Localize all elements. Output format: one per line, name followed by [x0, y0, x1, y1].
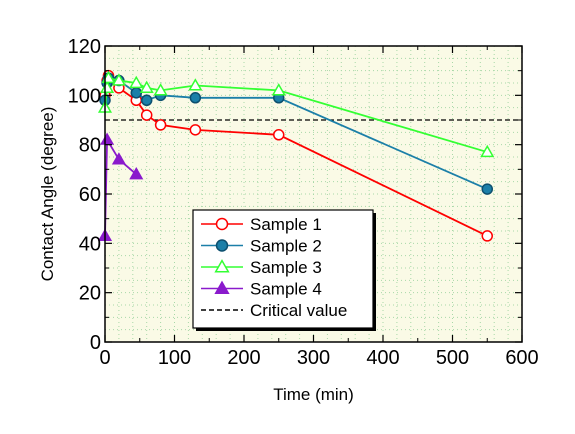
data-point: [139, 80, 154, 93]
legend: Sample 1 Sample 2 Sample 3 Sample 4 Critical…: [192, 209, 376, 331]
data-point: [111, 73, 126, 86]
x-tick-label: 600: [505, 347, 538, 369]
x-tick-label: 500: [436, 347, 469, 369]
legend-marker: [215, 239, 229, 252]
data-point: [153, 83, 168, 96]
legend-label: Sample 2: [250, 237, 322, 256]
y-tick-label: 120: [68, 36, 101, 58]
x-tick-label: 0: [99, 347, 110, 369]
series-layer: [97, 69, 495, 242]
y-axis-label: Contact Angle (degree): [38, 107, 57, 282]
x-tick-label: 400: [366, 347, 399, 369]
legend-label: Sample 4: [250, 280, 322, 299]
data-point: [189, 92, 202, 104]
data-point: [154, 119, 167, 131]
legend-marker: [214, 259, 230, 273]
data-point: [481, 183, 493, 195]
series-4: [97, 132, 144, 241]
x-axis-label: Time (min): [273, 385, 354, 404]
data-point: [100, 80, 115, 93]
data-point: [140, 109, 153, 121]
x-tick-label: 100: [158, 347, 191, 369]
data-point: [480, 144, 495, 158]
x-tick-label: 300: [297, 347, 330, 369]
legend-marker: [215, 217, 229, 231]
legend-marker: [214, 280, 230, 294]
legend-label: Sample 3: [250, 258, 322, 277]
data-point: [273, 129, 285, 141]
data-point: [481, 230, 493, 242]
legend-label: Critical value: [250, 301, 347, 320]
y-tick-label: 40: [79, 233, 101, 255]
data-point: [100, 132, 115, 145]
axis-ticks: [104, 45, 523, 343]
y-tick-label: 20: [79, 283, 101, 305]
data-point: [188, 78, 203, 91]
y-tick-label: 80: [79, 135, 101, 157]
legend-label: Sample 1: [250, 215, 322, 234]
data-point: [111, 152, 126, 165]
data-point: [129, 75, 144, 89]
data-point: [140, 94, 153, 107]
y-tick-label: 100: [68, 85, 101, 107]
data-point: [129, 167, 144, 180]
y-tick-label: 60: [79, 184, 101, 206]
series-line: [104, 136, 137, 236]
tick-labels: 0 100 200 300 400 500 600 0 20 40 60 80 100 120: [68, 36, 539, 369]
y-tick-label: 0: [90, 332, 101, 354]
data-point: [271, 83, 286, 96]
x-tick-label: 200: [227, 347, 260, 369]
data-point: [189, 124, 202, 136]
